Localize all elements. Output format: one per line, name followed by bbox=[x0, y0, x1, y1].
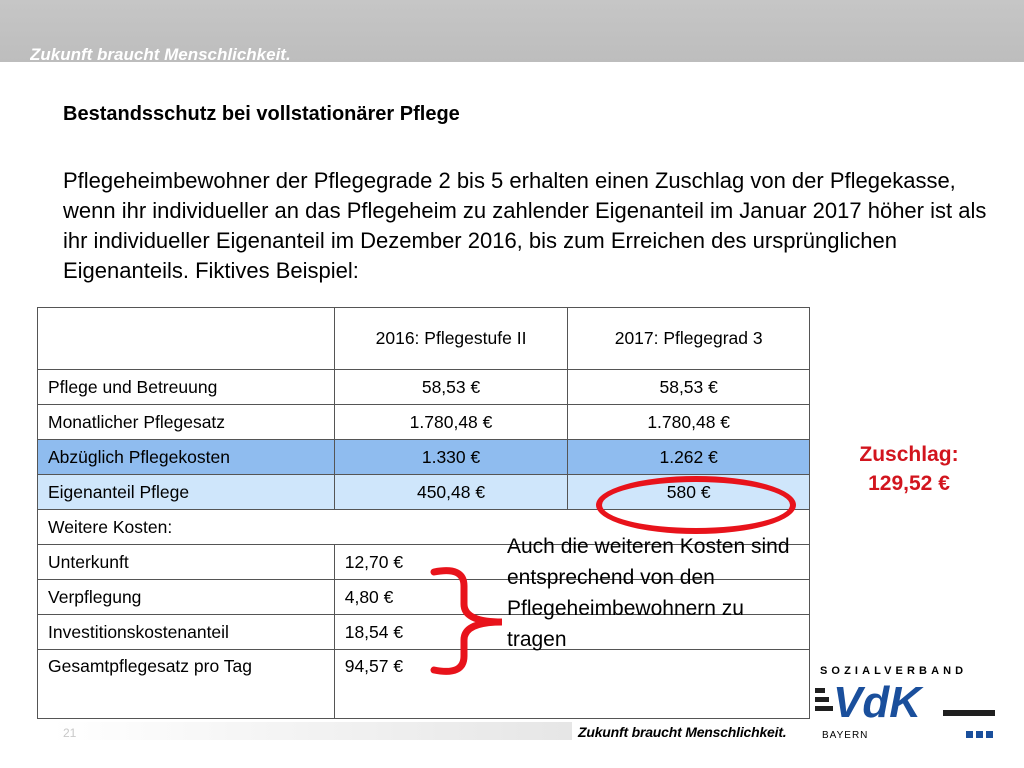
logo-wordmark: VdK bbox=[833, 680, 924, 726]
row-label: Pflege und Betreuung bbox=[37, 369, 335, 405]
table-row-highlighted: Abzüglich Pflegekosten 1.330 € 1.262 € bbox=[37, 439, 810, 475]
page-number: 21 bbox=[63, 726, 77, 740]
header-band bbox=[0, 0, 1024, 62]
value-2017: 1.780,48 € bbox=[567, 404, 810, 440]
table-header-row: 2016: Pflegestufe II 2017: Pflegegrad 3 bbox=[37, 307, 810, 370]
value-2016: 1.330 € bbox=[333, 439, 569, 475]
logo-squares bbox=[966, 731, 993, 738]
row-label: Investitionskostenanteil bbox=[37, 614, 335, 650]
value-2016: 4,80 € bbox=[333, 579, 811, 615]
row-label: Gesamtpflegesatz pro Tag bbox=[37, 649, 335, 719]
table-row: Investitionskostenanteil 18,54 € bbox=[37, 614, 811, 650]
table-header-empty bbox=[37, 307, 335, 370]
note-text: Auch die weiteren Kosten sind entspreche… bbox=[507, 535, 790, 651]
value-2016: 450,48 € bbox=[333, 474, 569, 510]
zuschlag-callout: Zuschlag: 129,52 € bbox=[820, 440, 998, 498]
table-header-2016: 2016: Pflegestufe II bbox=[333, 307, 569, 370]
footer-slogan: Zukunft braucht Menschlichkeit. bbox=[578, 724, 787, 740]
row-label: Monatlicher Pflegesatz bbox=[37, 404, 335, 440]
zuschlag-value: 129,52 € bbox=[868, 472, 950, 495]
row-label: Eigenanteil Pflege bbox=[37, 474, 335, 510]
zuschlag-label: Zuschlag: bbox=[859, 443, 959, 466]
table-row: Gesamtpflegesatz pro Tag 94,57 € bbox=[37, 649, 811, 719]
highlight-ellipse bbox=[596, 476, 796, 534]
table-row: Pflege und Betreuung 58,53 € 58,53 € bbox=[37, 369, 810, 405]
slide-heading: Bestandsschutz bei vollstationärer Pfleg… bbox=[63, 103, 460, 125]
intro-text: Pflegeheimbewohner der Pflegegrade 2 bis… bbox=[63, 168, 987, 283]
value-2017: 1.262 € bbox=[567, 439, 810, 475]
red-brace bbox=[430, 567, 503, 675]
table-row: Verpflegung 4,80 € bbox=[37, 579, 811, 615]
vdk-logo: VdK bbox=[815, 680, 995, 726]
row-label: Verpflegung bbox=[37, 579, 335, 615]
table-row: Unterkunft 12,70 € bbox=[37, 544, 811, 580]
logo-region: BAYERN bbox=[822, 730, 869, 741]
value-2016: 94,57 € bbox=[333, 649, 811, 719]
footer-bar bbox=[52, 722, 1004, 740]
row-label: Abzüglich Pflegekosten bbox=[37, 439, 335, 475]
value-2016: 58,53 € bbox=[333, 369, 569, 405]
table-row: Monatlicher Pflegesatz 1.780,48 € 1.780,… bbox=[37, 404, 810, 440]
value-2016: 1.780,48 € bbox=[333, 404, 569, 440]
row-label: Unterkunft bbox=[37, 544, 335, 580]
table-header-2017: 2017: Pflegegrad 3 bbox=[567, 307, 810, 370]
cost-table: 2016: Pflegestufe II 2017: Pflegegrad 3 … bbox=[37, 307, 811, 719]
value-2016: 12,70 € bbox=[333, 544, 811, 580]
value-2017: 58,53 € bbox=[567, 369, 810, 405]
header-slogan: Zukunft braucht Menschlichkeit. bbox=[30, 45, 291, 62]
logo-tagline: SOZIALVERBAND bbox=[820, 665, 968, 677]
